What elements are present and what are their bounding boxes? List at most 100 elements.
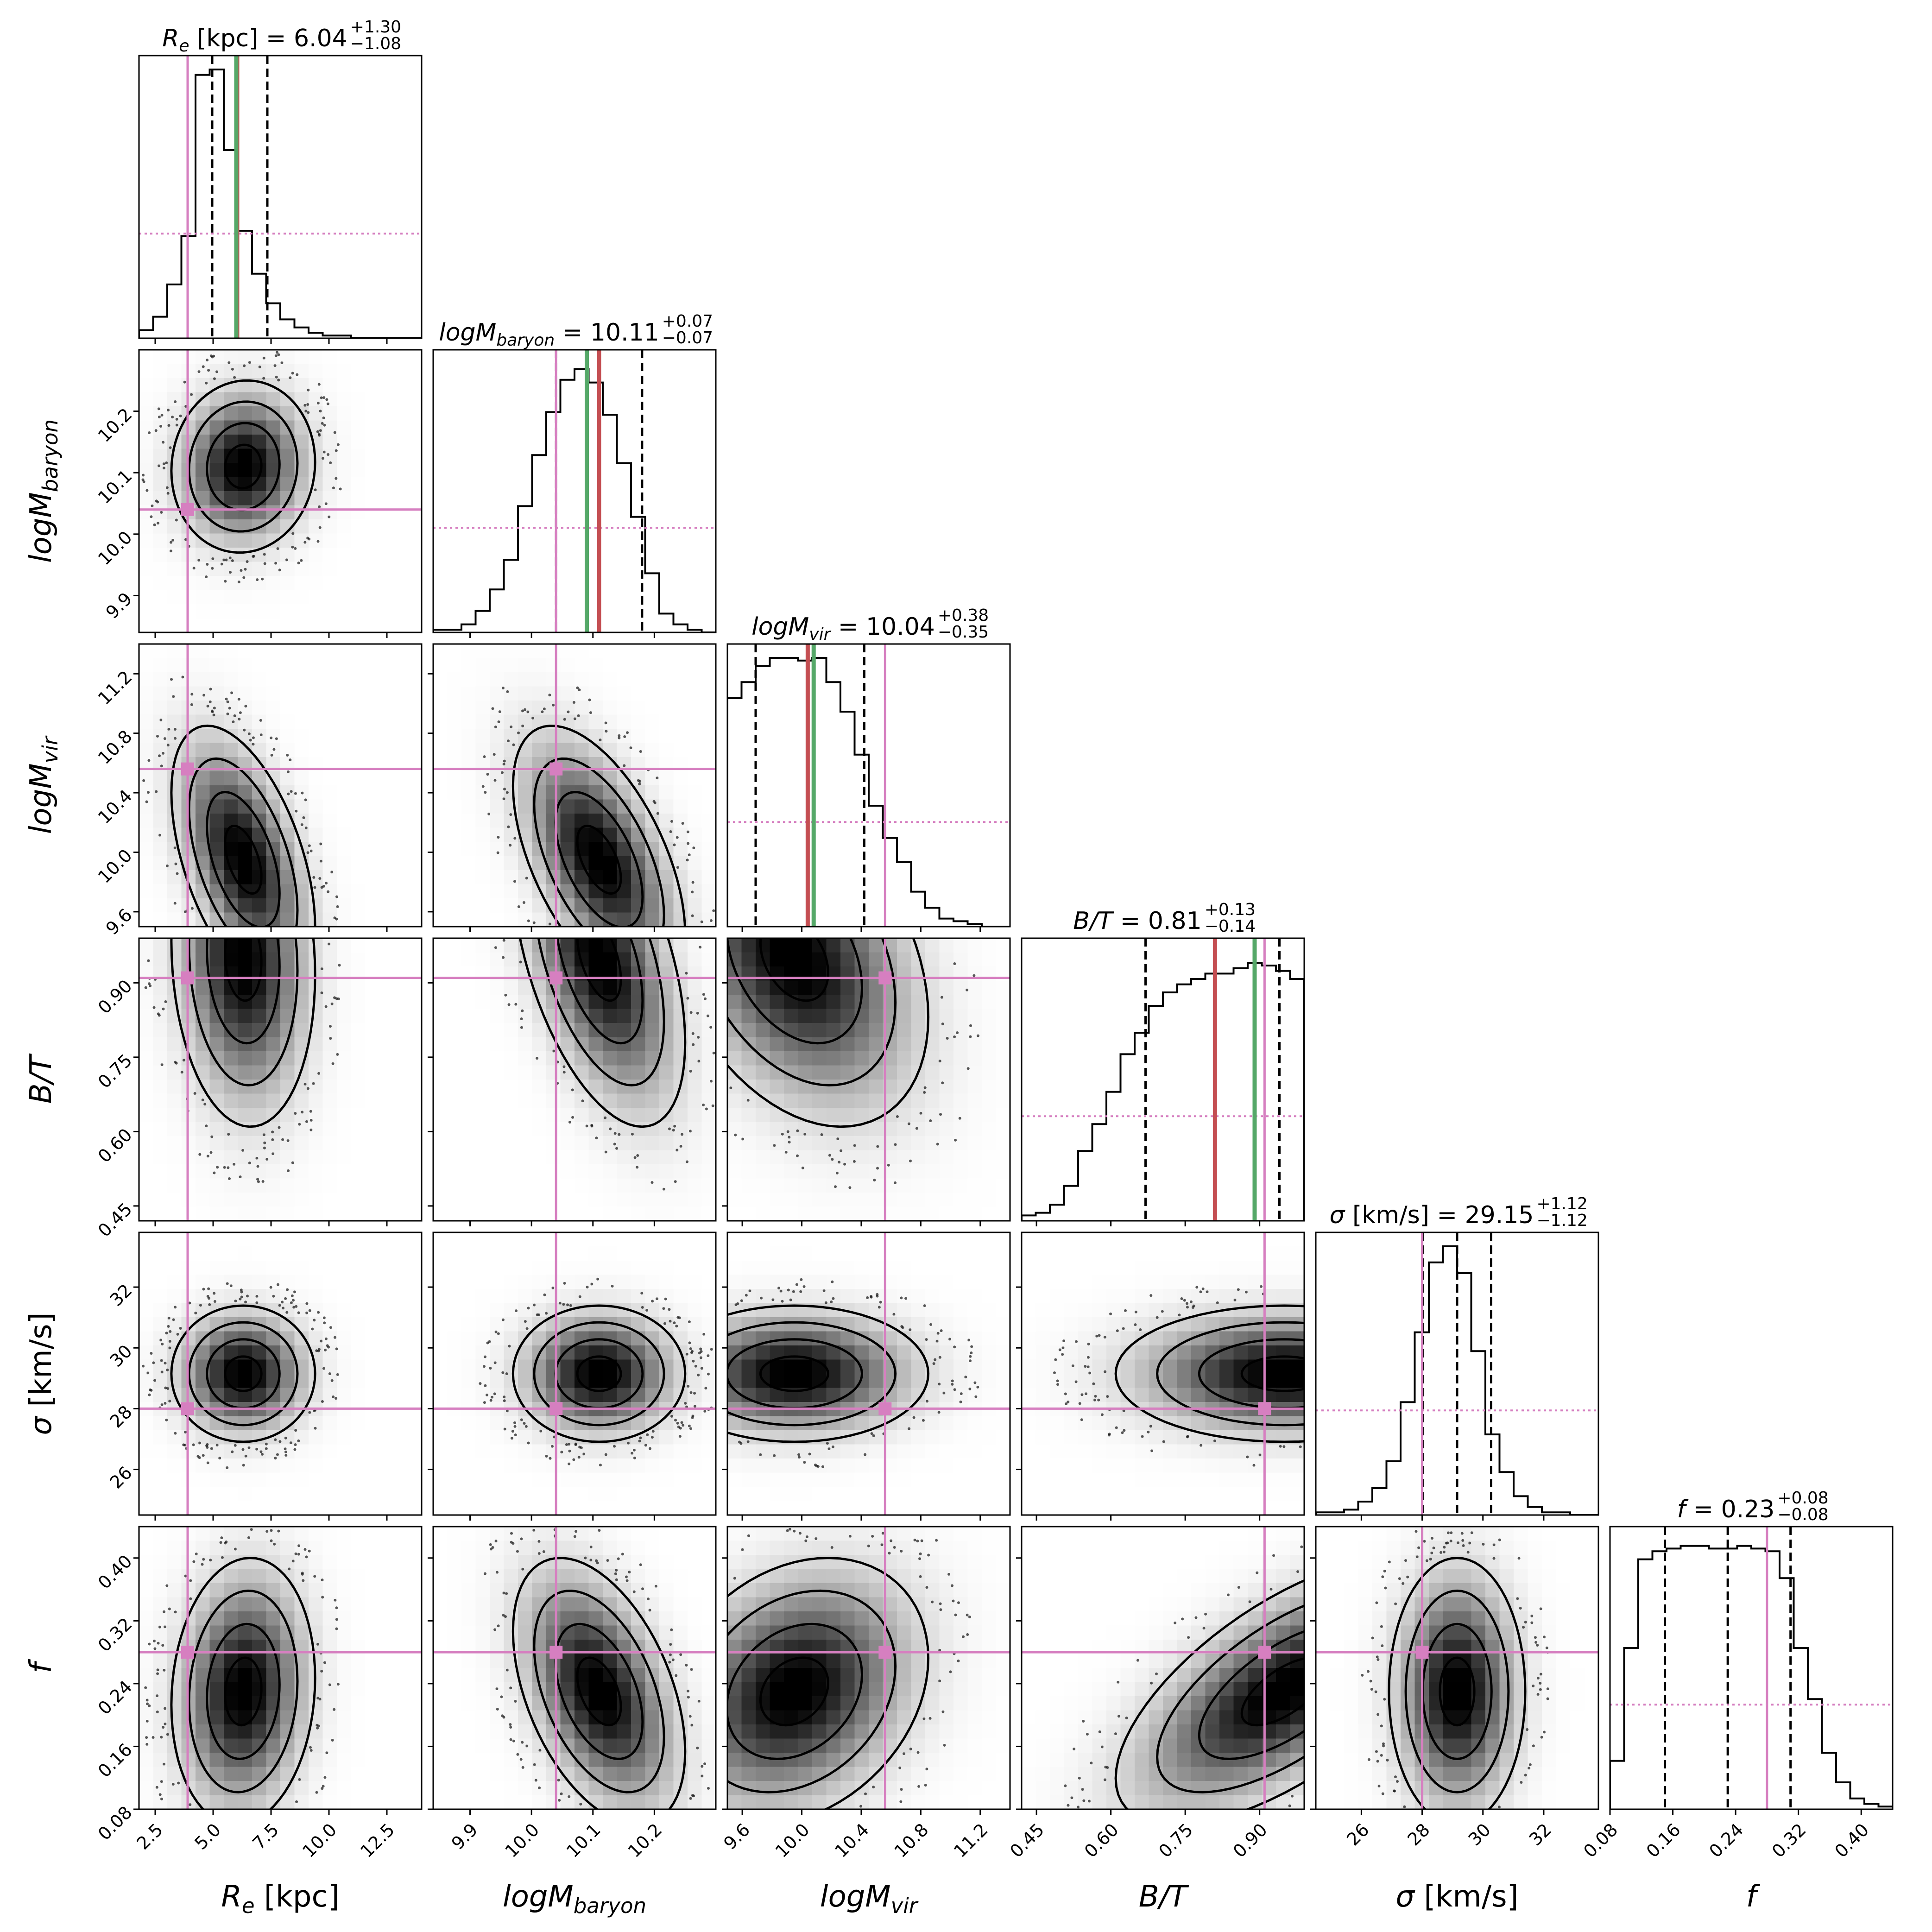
density-cell xyxy=(588,1359,603,1374)
sample-point xyxy=(513,1425,517,1428)
density-cell xyxy=(840,1444,855,1459)
sample-point xyxy=(577,1456,581,1459)
sample-point xyxy=(272,748,276,751)
sample-point xyxy=(709,919,713,922)
density-cell xyxy=(393,392,408,407)
density-cell xyxy=(266,1037,281,1052)
density-cell xyxy=(1022,1359,1036,1374)
density-cell xyxy=(504,1150,518,1165)
density-cell xyxy=(266,1150,281,1165)
density-cell xyxy=(659,1178,674,1193)
density-cell xyxy=(224,1501,239,1515)
sample-point xyxy=(670,820,673,823)
sample-point xyxy=(514,1433,517,1437)
density-cell xyxy=(139,420,154,435)
density-cell xyxy=(603,743,618,758)
density-cell xyxy=(1092,1458,1107,1473)
density-cell xyxy=(546,1206,561,1221)
density-cell xyxy=(461,1501,476,1515)
density-cell xyxy=(826,1122,841,1136)
density-cell xyxy=(673,729,688,744)
sample-point xyxy=(935,1339,939,1343)
density-cell xyxy=(238,590,253,605)
density-cell xyxy=(925,1193,940,1207)
density-cell xyxy=(1120,1275,1135,1289)
density-cell xyxy=(167,701,182,715)
density-cell xyxy=(575,980,589,995)
density-cell xyxy=(337,870,352,885)
density-cell xyxy=(911,1150,926,1165)
density-cell xyxy=(631,1206,646,1221)
density-cell xyxy=(546,1051,561,1066)
sample-point xyxy=(197,370,201,373)
density-cell xyxy=(322,1444,337,1459)
sample-point xyxy=(558,1301,562,1305)
density-cell xyxy=(153,1023,168,1038)
sample-point xyxy=(225,558,228,562)
density-cell xyxy=(617,1472,631,1487)
density-cell xyxy=(645,1023,660,1038)
sample-point xyxy=(142,1364,145,1368)
density-cell xyxy=(560,1093,575,1108)
density-cell xyxy=(153,729,168,744)
sample-point xyxy=(873,1179,876,1182)
density-cell xyxy=(953,1065,968,1080)
sample-point xyxy=(261,1452,264,1456)
density-cell xyxy=(869,1178,884,1193)
density-cell xyxy=(294,870,309,885)
density-cell xyxy=(337,1430,352,1445)
density-cell xyxy=(784,1093,799,1108)
density-cell xyxy=(153,1501,168,1515)
density-cell xyxy=(701,1065,716,1080)
density-cell xyxy=(854,1232,869,1247)
density-cell xyxy=(461,729,476,744)
density-cell xyxy=(659,1275,674,1289)
density-cell xyxy=(826,980,841,995)
density-cell xyxy=(812,1065,827,1080)
density-cell xyxy=(1149,1501,1163,1515)
density-cell xyxy=(812,1108,827,1123)
histogram-Mbar xyxy=(433,368,716,632)
density-cell xyxy=(756,1080,770,1094)
sample-point xyxy=(181,676,184,679)
density-cell xyxy=(393,406,408,421)
density-cell xyxy=(224,714,239,729)
density-cell xyxy=(153,435,168,449)
sample-point xyxy=(604,721,607,725)
density-cell xyxy=(433,1317,448,1332)
sample-point xyxy=(852,1160,856,1163)
density-cell xyxy=(337,1472,352,1487)
density-cell xyxy=(224,1136,239,1151)
density-contour-3 xyxy=(206,790,281,927)
density-cell xyxy=(153,392,168,407)
density-cell xyxy=(1050,1388,1065,1402)
density-cell xyxy=(433,827,448,842)
density-cell xyxy=(588,1261,603,1275)
sample-point xyxy=(262,377,265,380)
sample-point xyxy=(278,1304,281,1307)
density-cell xyxy=(337,1193,352,1207)
density-cell xyxy=(1106,1487,1121,1502)
density-cell xyxy=(365,1458,380,1473)
density-cell xyxy=(588,938,603,953)
density-cell xyxy=(953,1331,968,1346)
density-cell xyxy=(209,743,224,758)
density-cell xyxy=(532,1232,547,1247)
sample-point xyxy=(166,1387,170,1390)
density-cell xyxy=(756,1232,770,1247)
density-cell xyxy=(897,1193,912,1207)
density-cell xyxy=(996,1009,1010,1023)
sample-point xyxy=(686,859,689,862)
density-cell xyxy=(701,743,716,758)
sample-point xyxy=(147,759,151,762)
sample-point xyxy=(491,1395,494,1399)
density-cell xyxy=(784,1136,799,1151)
sample-point xyxy=(289,758,292,762)
density-cell xyxy=(153,799,168,814)
density-cell xyxy=(645,1275,660,1289)
density-cell xyxy=(1078,1374,1093,1389)
density-cell xyxy=(196,672,210,687)
panel-content xyxy=(433,938,716,1221)
density-cell xyxy=(688,785,702,800)
sample-point xyxy=(296,373,299,376)
